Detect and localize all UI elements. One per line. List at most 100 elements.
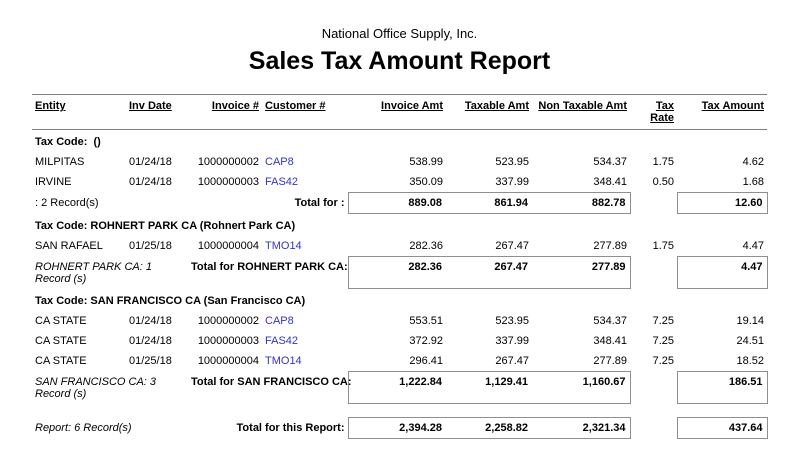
report-total-tax-rate-empty — [630, 418, 677, 439]
col-header-inv-date-label: Inv Date — [129, 100, 172, 112]
customer-link[interactable]: FAS42 — [265, 335, 299, 347]
cell-non-taxable-amt: 348.41 — [593, 335, 627, 347]
cell-customer: TMO14 — [262, 236, 348, 257]
col-header-taxable-amt: Taxable Amt — [446, 94, 532, 130]
group-record-count: : 2 Record(s) — [35, 196, 99, 209]
cell-entity: MILPITAS — [35, 156, 85, 168]
report-header: National Office Supply, Inc. Sales Tax A… — [0, 0, 799, 76]
report-total-taxable-amt: 2,258.82 — [446, 417, 532, 439]
group-header-row: Tax Code: SAN FRANCISCO CA (San Francisc… — [32, 289, 767, 312]
total-non-taxable-amt: 1,160.67 — [532, 371, 631, 404]
total-taxable-amt: 1,129.41 — [446, 371, 532, 404]
customer-link[interactable]: FAS42 — [265, 176, 299, 188]
total-taxable-amt: 861.94 — [446, 192, 532, 214]
total-non-taxable-amt: 277.89 — [532, 256, 631, 289]
cell-tax-amount: 4.47 — [742, 240, 764, 252]
page-title: Sales Tax Amount Report — [248, 47, 551, 75]
cell-invoice-no: 1000000003 — [197, 176, 259, 188]
table-row: IRVINE 01/24/18 1000000003 FAS42 350.09 … — [32, 172, 767, 193]
customer-link[interactable]: CAP8 — [265, 315, 294, 327]
report-total-non-taxable-amt: 2,321.34 — [532, 417, 631, 439]
cell-non-taxable-amt: 348.41 — [593, 176, 627, 188]
col-header-tax-amount: Tax Amount — [677, 94, 767, 130]
report-footer-row: Report: 6 Record(s) Total for this Repor… — [32, 417, 768, 439]
report-total-tax-amount: 437.64 — [676, 417, 768, 439]
cell-invoice-amt: 350.09 — [409, 176, 443, 188]
table-row: CA STATE 01/24/18 1000000003 FAS42 372.9… — [32, 331, 767, 351]
col-header-invoice-no: Invoice # — [188, 94, 262, 130]
cell-non-taxable-amt: 277.89 — [593, 240, 627, 252]
group-record-count: ROHNERT PARK CA: 1 Record (s) — [35, 260, 152, 285]
column-header-row: Entity Inv Date Invoice # Customer # Inv… — [32, 94, 767, 130]
cell-invoice-no: 1000000003 — [197, 335, 259, 347]
group-footer-row: SAN FRANCISCO CA: 3 Record (s) Total for… — [32, 371, 768, 404]
cell-non-taxable-amt: 534.37 — [593, 156, 627, 168]
table-row: CA STATE 01/25/18 1000000004 TMO14 296.4… — [32, 351, 767, 372]
cell-entity: CA STATE — [35, 315, 87, 327]
cell-inv-date: 01/24/18 — [129, 335, 172, 347]
cell-entity: CA STATE — [35, 335, 87, 347]
report-total-label: Total for this Report: — [236, 421, 345, 434]
cell-entity: SAN RAFAEL — [35, 240, 103, 252]
total-tax-rate-empty — [630, 193, 677, 214]
cell-tax-rate: 7.25 — [652, 355, 674, 367]
cell-tax-rate: 1.75 — [652, 156, 674, 168]
col-header-entity-label: Entity — [35, 100, 66, 112]
cell-invoice-amt: 553.51 — [409, 315, 443, 327]
cell-invoice-amt: 538.99 — [409, 156, 443, 168]
customer-link[interactable]: TMO14 — [265, 240, 302, 252]
col-header-non-taxable-amt: Non Taxable Amt — [532, 94, 630, 130]
cell-non-taxable-amt: 534.37 — [593, 315, 627, 327]
col-header-entity: Entity — [32, 94, 126, 130]
col-header-customer-label: Customer # — [265, 100, 326, 112]
report-table: Entity Inv Date Invoice # Customer # Inv… — [32, 94, 768, 439]
customer-link[interactable]: CAP8 — [265, 156, 294, 168]
col-header-tax-amount-label: Tax Amount — [701, 100, 764, 112]
cell-tax-rate: 7.25 — [652, 315, 674, 327]
total-invoice-amt: 889.08 — [347, 192, 446, 214]
cell-customer: FAS42 — [262, 331, 348, 351]
group-total-label: Total for ROHNERT PARK CA: — [191, 260, 348, 273]
cell-taxable-amt: 337.99 — [495, 176, 529, 188]
cell-invoice-no: 1000000004 — [197, 240, 259, 252]
total-tax-amount: 4.47 — [676, 256, 768, 289]
cell-non-taxable-amt: 277.89 — [593, 355, 627, 367]
table-row: SAN RAFAEL 01/25/18 1000000004 TMO14 282… — [32, 236, 767, 257]
cell-inv-date: 01/24/18 — [129, 315, 172, 327]
cell-invoice-amt: 282.36 — [409, 240, 443, 252]
cell-taxable-amt: 267.47 — [495, 240, 529, 252]
cell-tax-amount: 18.52 — [736, 355, 764, 367]
table-row: CA STATE 01/24/18 1000000002 CAP8 553.51… — [32, 311, 767, 331]
cell-inv-date: 01/24/18 — [129, 156, 172, 168]
customer-link[interactable]: TMO14 — [265, 355, 302, 367]
col-header-taxable-amt-label: Taxable Amt — [464, 100, 529, 112]
cell-taxable-amt: 523.95 — [495, 156, 529, 168]
group-total-label: Total for : — [294, 196, 345, 209]
cell-customer: CAP8 — [262, 152, 348, 172]
group-header-label: Tax Code: ROHNERT PARK CA (Rohnert Park … — [35, 220, 296, 232]
total-invoice-amt: 1,222.84 — [347, 371, 446, 404]
group-header-row: Tax Code: () — [32, 130, 767, 153]
group-total-label: Total for SAN FRANCISCO CA: — [191, 375, 352, 388]
cell-entity: CA STATE — [35, 355, 87, 367]
report-record-count: Report: 6 Record(s) — [35, 421, 132, 434]
total-tax-rate-empty — [630, 257, 677, 289]
col-header-non-taxable-amt-label: Non Taxable Amt — [538, 100, 627, 112]
cell-invoice-amt: 296.41 — [409, 355, 443, 367]
col-header-tax-rate: Tax Rate — [630, 94, 677, 130]
col-header-tax-rate-label: Tax Rate — [650, 100, 674, 124]
cell-taxable-amt: 267.47 — [495, 355, 529, 367]
group-footer-row: : 2 Record(s) Total for : 889.08 861.94 … — [32, 192, 768, 214]
group-footer-row: ROHNERT PARK CA: 1 Record (s) Total for … — [32, 256, 768, 289]
cell-invoice-amt: 372.92 — [409, 335, 443, 347]
cell-tax-amount: 1.68 — [742, 176, 764, 188]
table-row: MILPITAS 01/24/18 1000000002 CAP8 538.99… — [32, 152, 767, 172]
cell-tax-amount: 19.14 — [736, 315, 764, 327]
group-header-row: Tax Code: ROHNERT PARK CA (Rohnert Park … — [32, 214, 767, 237]
total-non-taxable-amt: 882.78 — [532, 192, 631, 214]
col-header-invoice-amt: Invoice Amt — [348, 94, 446, 130]
cell-inv-date: 01/25/18 — [129, 355, 172, 367]
col-header-invoice-amt-label: Invoice Amt — [381, 100, 443, 112]
group-header-label: Tax Code: () — [35, 136, 101, 148]
cell-tax-rate: 0.50 — [652, 176, 674, 188]
